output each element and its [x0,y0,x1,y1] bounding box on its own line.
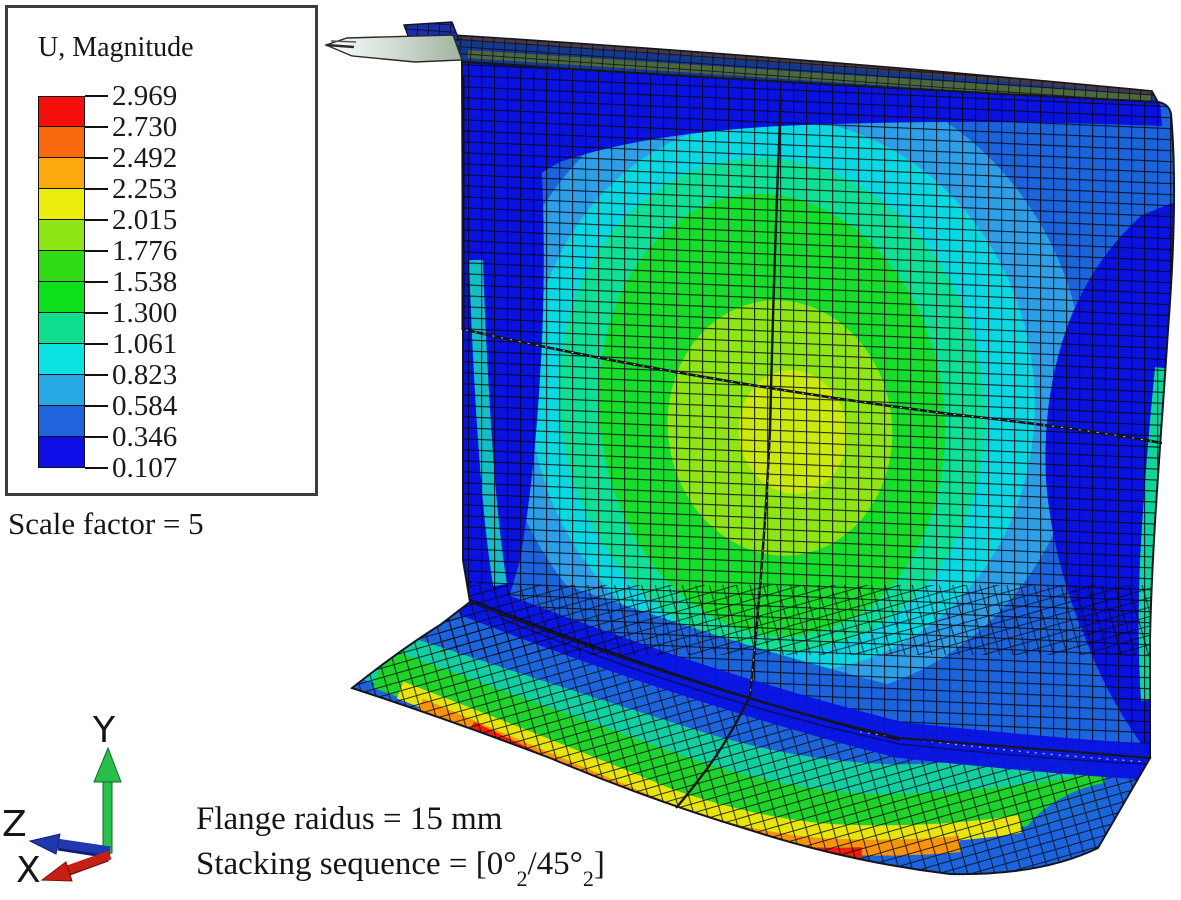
triad-z-label: Z [2,804,27,845]
triad-y-label: Y [92,710,116,751]
legend-tick-label: 0.584 [112,390,178,422]
legend-tick-mark [85,281,108,283]
legend-color-band [38,158,85,189]
stacking-prefix: Stacking sequence = [0° [196,846,517,882]
z-axis-arrow [28,833,111,859]
legend-tick-mark [85,219,108,221]
legend-tick-mark [85,374,108,376]
stacking-suffix: ] [593,846,605,882]
stacking-sub-b: 2 [582,865,594,891]
gray-edge-sliver [324,34,463,63]
legend-tick-mark [85,250,108,252]
legend-color-band [38,375,85,406]
legend-title: U, Magnitude [38,32,194,63]
x-axis-arrow [40,850,112,882]
legend-color-band [38,127,85,158]
web-flange-junction [440,581,1175,780]
legend-tick-mark [85,436,108,438]
legend-color-band [38,282,85,313]
scale-factor-label: Scale factor = 5 [8,506,204,541]
legend-tick-mark [85,312,108,314]
stacking-mid: /45° [527,846,583,882]
top-flange-strip [451,34,1160,103]
legend-tick-label: 2.969 [112,80,178,112]
legend-tick-label: 2.492 [112,142,178,174]
legend-tick-label: 0.823 [112,359,178,391]
flange-radius-label: Flange raidus = 15 mm [196,801,502,838]
legend-tick-label: 2.730 [112,111,178,143]
contour-legend: U, Magnitude 2.969 2.730 2.492 2.253 2.015 1.… [5,5,318,496]
legend-color-band [38,344,85,375]
legend-color-band [38,96,85,127]
legend-tick-label: 0.346 [112,421,178,453]
legend-color-band [38,220,85,251]
legend-tick-mark [85,157,108,159]
legend-color-band [38,437,85,468]
legend-tick-mark [85,343,108,345]
legend-color-band [38,251,85,282]
legend-color-band [38,313,85,344]
legend-tick-mark [85,188,108,190]
flange-radius-text: Flange raidus = 15 mm [196,801,503,837]
legend-tick-mark [85,467,108,469]
legend-color-band [38,406,85,437]
legend-tick-label: 1.776 [112,235,178,267]
legend-tick-label: 1.061 [112,328,178,360]
legend-tick-label: 2.015 [112,204,178,236]
legend-tick-mark [85,126,108,128]
legend-tick-label: 2.253 [112,173,178,205]
triad-x-label: X [16,850,41,891]
stacking-sub-a: 2 [516,865,528,891]
legend-tick-label: 0.107 [112,452,178,484]
legend-tick-mark [85,95,108,97]
legend-color-band [38,189,85,220]
y-axis-arrow [93,746,122,854]
coordinate-triad: Y Z X [2,710,122,891]
legend-tick-label: 1.538 [112,266,178,298]
stacking-sequence-label: Stacking sequence = [0°2/45°2] [196,846,605,889]
legend-tick-mark [85,405,108,407]
web-face [462,62,1175,758]
legend-tick-label: 1.300 [112,297,178,329]
model-outline [349,60,1176,876]
